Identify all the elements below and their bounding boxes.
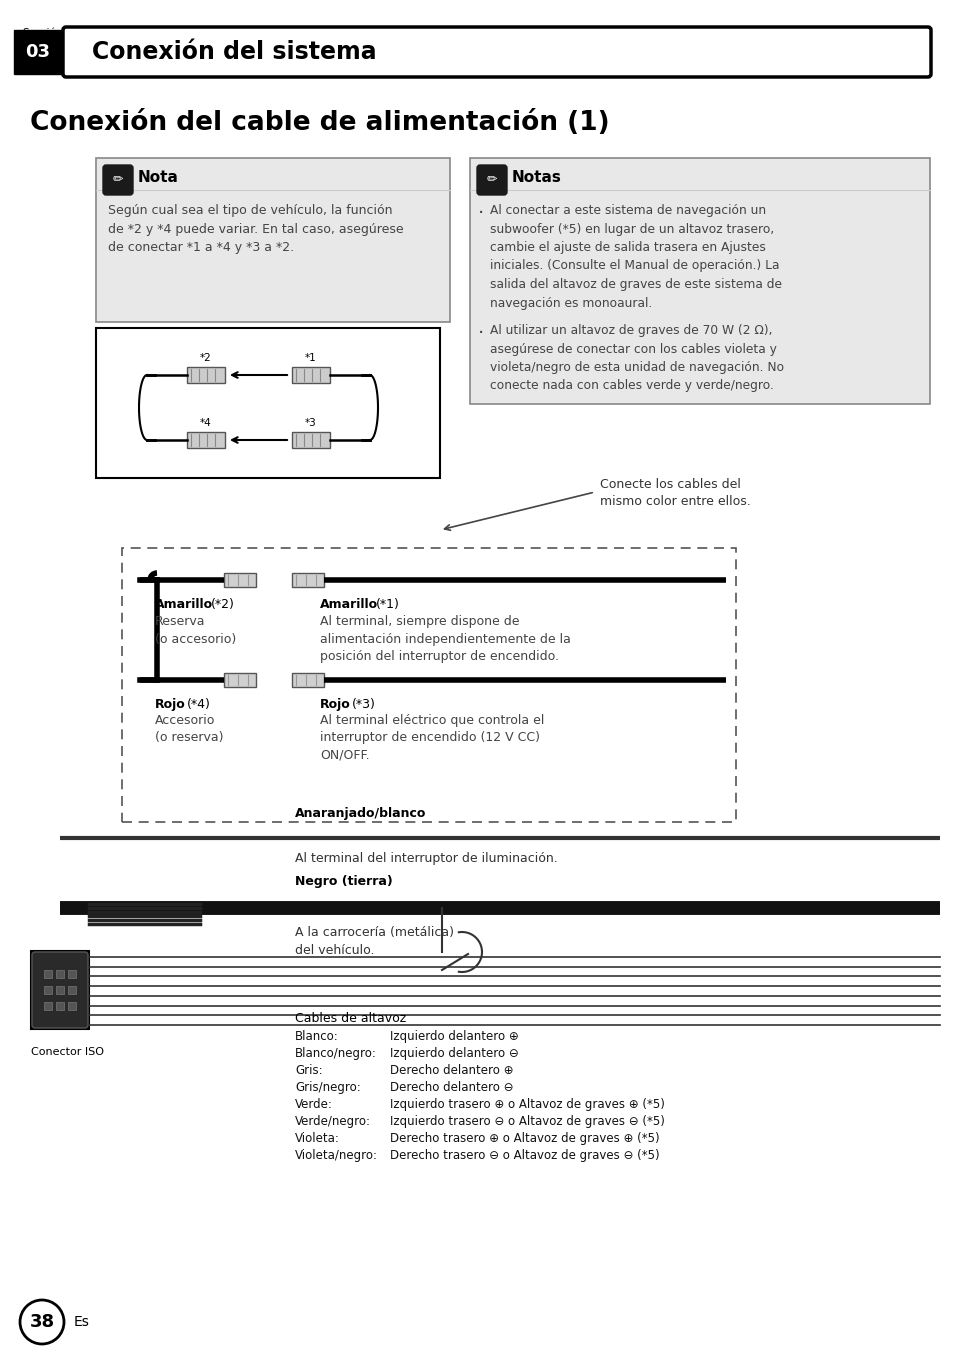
- Bar: [68, 1002, 76, 1010]
- Text: Conector ISO: Conector ISO: [30, 1046, 104, 1057]
- Text: Es: Es: [74, 1315, 90, 1329]
- Text: Conecte los cables del
mismo color entre ellos.: Conecte los cables del mismo color entre…: [599, 479, 750, 508]
- Bar: [224, 673, 255, 687]
- Text: Según cual sea el tipo de vehículo, la función
de *2 y *4 puede variar. En tal c: Según cual sea el tipo de vehículo, la f…: [108, 204, 403, 254]
- Bar: [224, 573, 255, 587]
- Bar: [30, 950, 89, 1029]
- Text: (*2): (*2): [211, 598, 234, 611]
- Text: (*1): (*1): [375, 598, 399, 611]
- Text: Amarillo: Amarillo: [154, 598, 213, 611]
- Bar: [68, 986, 76, 994]
- Text: Rojo: Rojo: [319, 698, 351, 711]
- Text: Blanco/negro:: Blanco/negro:: [294, 1046, 376, 1060]
- Text: Conexión del sistema: Conexión del sistema: [91, 41, 376, 64]
- Text: Rojo: Rojo: [154, 698, 186, 711]
- FancyBboxPatch shape: [187, 433, 225, 448]
- Bar: [292, 673, 324, 687]
- FancyBboxPatch shape: [63, 27, 930, 77]
- FancyBboxPatch shape: [32, 952, 88, 1028]
- Text: Izquierdo delantero ⊕: Izquierdo delantero ⊕: [390, 1030, 518, 1042]
- Text: Violeta:: Violeta:: [294, 1132, 339, 1145]
- Text: Notas: Notas: [512, 170, 561, 185]
- FancyBboxPatch shape: [103, 165, 132, 195]
- Bar: [56, 1002, 64, 1010]
- Bar: [44, 986, 52, 994]
- Text: Anaranjado/blanco: Anaranjado/blanco: [294, 807, 426, 821]
- Text: Izquierdo trasero ⊖ o Altavoz de graves ⊖ (*5): Izquierdo trasero ⊖ o Altavoz de graves …: [390, 1115, 664, 1128]
- Text: Reserva
(o accesorio): Reserva (o accesorio): [154, 615, 236, 645]
- FancyBboxPatch shape: [292, 433, 330, 448]
- Text: *4: *4: [200, 418, 212, 429]
- Text: ·: ·: [477, 204, 484, 223]
- Text: ✏: ✏: [486, 173, 497, 187]
- Text: (*3): (*3): [352, 698, 375, 711]
- Text: Verde:: Verde:: [294, 1098, 333, 1111]
- Bar: [14, 30, 62, 74]
- Bar: [68, 969, 76, 977]
- FancyBboxPatch shape: [476, 165, 506, 195]
- Text: Amarillo: Amarillo: [319, 598, 377, 611]
- Text: *3: *3: [305, 418, 316, 429]
- Bar: [44, 1002, 52, 1010]
- Text: 38: 38: [30, 1313, 54, 1330]
- Bar: [44, 969, 52, 977]
- Text: (*4): (*4): [187, 698, 211, 711]
- Text: Verde/negro:: Verde/negro:: [294, 1115, 371, 1128]
- Text: Derecho trasero ⊕ o Altavoz de graves ⊕ (*5): Derecho trasero ⊕ o Altavoz de graves ⊕ …: [390, 1132, 659, 1145]
- Text: Blanco:: Blanco:: [294, 1030, 338, 1042]
- Text: *1: *1: [305, 353, 316, 362]
- Bar: [96, 158, 450, 322]
- Text: Accesorio
(o reserva): Accesorio (o reserva): [154, 714, 223, 745]
- Text: Al terminal, siempre dispone de
alimentación independientemente de la
posición d: Al terminal, siempre dispone de alimenta…: [319, 615, 570, 662]
- Text: Al terminal eléctrico que controla el
interruptor de encendido (12 V CC)
ON/OFF.: Al terminal eléctrico que controla el in…: [319, 714, 544, 763]
- Text: Derecho delantero ⊖: Derecho delantero ⊖: [390, 1082, 513, 1094]
- Bar: [56, 969, 64, 977]
- FancyBboxPatch shape: [187, 366, 225, 383]
- Text: Negro (tierra): Negro (tierra): [294, 875, 393, 888]
- Text: 03: 03: [26, 43, 51, 61]
- Text: Al utilizar un altavoz de graves de 70 W (2 Ω),
asegúrese de conectar con los ca: Al utilizar un altavoz de graves de 70 W…: [490, 324, 783, 392]
- Text: *2: *2: [200, 353, 212, 362]
- Text: ·: ·: [477, 324, 484, 343]
- FancyBboxPatch shape: [292, 366, 330, 383]
- Text: Al terminal del interruptor de iluminación.: Al terminal del interruptor de iluminaci…: [294, 852, 558, 865]
- Text: Izquierdo delantero ⊖: Izquierdo delantero ⊖: [390, 1046, 518, 1060]
- Text: Al conectar a este sistema de navegación un
subwoofer (*5) en lugar de un altavo: Al conectar a este sistema de navegación…: [490, 204, 781, 310]
- Text: Izquierdo trasero ⊕ o Altavoz de graves ⊕ (*5): Izquierdo trasero ⊕ o Altavoz de graves …: [390, 1098, 664, 1111]
- Bar: [122, 548, 735, 822]
- Text: A la carrocería (metálica)
del vehículo.: A la carrocería (metálica) del vehículo.: [294, 926, 454, 956]
- Text: Conexión del cable de alimentación (1): Conexión del cable de alimentación (1): [30, 110, 609, 137]
- Text: Nota: Nota: [138, 170, 178, 185]
- Bar: [292, 573, 324, 587]
- Bar: [56, 986, 64, 994]
- Text: Sección: Sección: [22, 28, 63, 38]
- Text: Violeta/negro:: Violeta/negro:: [294, 1149, 377, 1161]
- Bar: [470, 158, 929, 404]
- Text: Derecho delantero ⊕: Derecho delantero ⊕: [390, 1064, 513, 1078]
- Text: Derecho trasero ⊖ o Altavoz de graves ⊖ (*5): Derecho trasero ⊖ o Altavoz de graves ⊖ …: [390, 1149, 659, 1161]
- Bar: [96, 329, 439, 479]
- Text: Cables de altavoz: Cables de altavoz: [294, 1013, 406, 1025]
- Text: Gris/negro:: Gris/negro:: [294, 1082, 360, 1094]
- Text: ✏: ✏: [112, 173, 123, 187]
- Text: Gris:: Gris:: [294, 1064, 322, 1078]
